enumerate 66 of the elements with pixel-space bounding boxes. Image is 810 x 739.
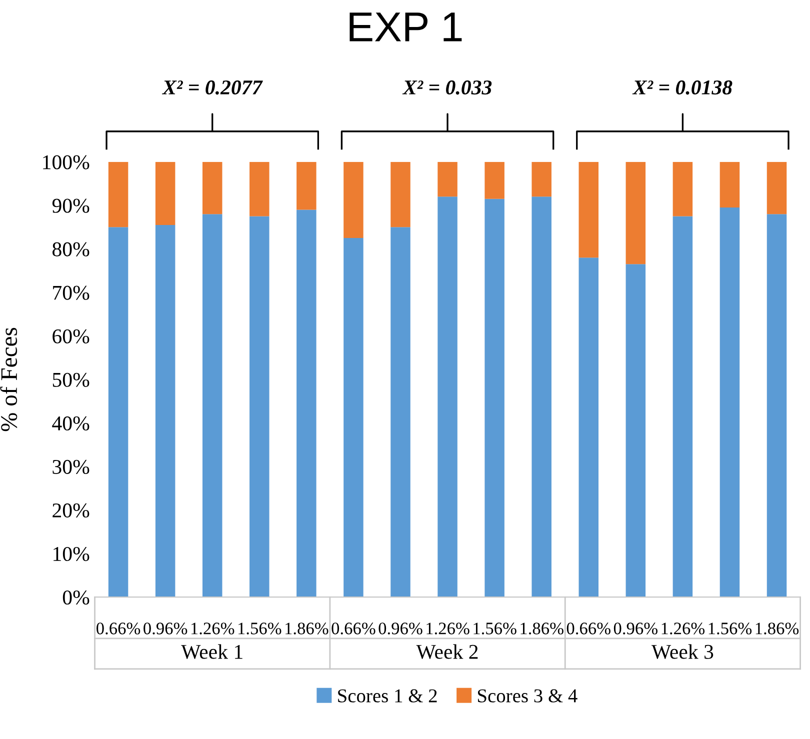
text: X² = 0.0138	[632, 80, 732, 95]
y-tick-label: 10%	[54, 546, 90, 562]
x-tick-label: 1.86%	[286, 622, 328, 634]
bar	[202, 214, 222, 598]
x-tick-label: 1.86%	[520, 622, 564, 634]
x-tick-label: 0.66%	[332, 622, 376, 634]
bar	[766, 214, 787, 598]
bar	[108, 162, 128, 228]
bar	[720, 162, 740, 208]
bar	[578, 258, 599, 598]
bar	[202, 162, 222, 214]
bar	[438, 196, 458, 598]
text: Week 2	[416, 644, 478, 660]
bar	[720, 208, 740, 598]
x-tick-label: 0.96%	[614, 622, 658, 634]
bar	[108, 227, 128, 598]
x-tick-label: 1.26%	[426, 622, 470, 634]
legend-label: Scores 1 & 2	[338, 689, 437, 702]
x-tick-label: 1.26%	[191, 622, 234, 634]
bar	[155, 224, 176, 598]
text: Week 1	[181, 644, 242, 660]
x-tick-label: 0.96%	[378, 622, 422, 634]
y-tick-label: 30%	[52, 460, 90, 474]
bar	[250, 162, 270, 216]
bar	[626, 264, 646, 598]
y-tick-label: 60%	[52, 329, 90, 344]
x-tick-label: 1.56%	[238, 622, 282, 634]
chart-title: EXP 1	[350, 12, 462, 42]
bar	[250, 216, 270, 598]
bar	[532, 162, 552, 197]
bar	[390, 227, 410, 598]
y-axis-title: % of Feces	[0, 328, 18, 432]
bar	[390, 162, 410, 228]
text: X² = 0.033	[402, 80, 492, 95]
x-tick-label: 0.66%	[96, 622, 140, 634]
bar	[438, 162, 458, 197]
bar	[344, 162, 364, 238]
bar	[155, 162, 176, 225]
x-tick-label: 0.66%	[566, 622, 610, 634]
bar	[484, 162, 504, 199]
x-tick-label: 1.56%	[474, 622, 516, 634]
x-tick-label: 1.56%	[708, 622, 752, 634]
bar	[296, 162, 316, 210]
x-tick-label: 0.96%	[144, 622, 188, 634]
legend-label: Scores 3 & 4	[478, 689, 578, 702]
bar	[484, 198, 504, 598]
x-tick-label: 1.86%	[756, 622, 799, 634]
y-tick-label: 70%	[53, 286, 90, 300]
x-tick-label: 1.26%	[662, 622, 705, 634]
bar	[766, 162, 787, 214]
y-tick-label: 50%	[52, 372, 90, 387]
bar	[672, 216, 693, 598]
bar	[296, 210, 316, 598]
text: X² = 0.2077	[162, 80, 263, 95]
y-tick-label: 80%	[52, 242, 90, 256]
bar	[344, 238, 364, 598]
bar	[626, 162, 646, 264]
bar	[532, 196, 552, 598]
y-tick-label: 90%	[52, 198, 90, 213]
y-tick-label: 20%	[52, 503, 90, 518]
bar	[578, 162, 599, 258]
text: Week 3	[651, 644, 714, 660]
y-tick-label: 40%	[52, 416, 90, 431]
y-tick-label: 0%	[62, 590, 90, 605]
bar	[672, 162, 693, 216]
y-tick-label: 100%	[43, 155, 90, 170]
